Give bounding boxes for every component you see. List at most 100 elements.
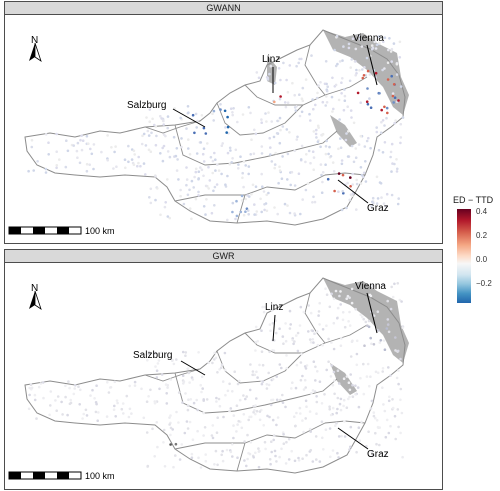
station-point xyxy=(391,92,395,95)
station-point xyxy=(396,349,400,353)
station-point xyxy=(169,378,173,381)
station-point xyxy=(231,210,234,214)
station-point xyxy=(123,158,127,161)
station-point xyxy=(343,94,347,98)
station-point xyxy=(312,107,315,111)
station-point xyxy=(202,126,206,130)
station-point xyxy=(259,197,262,201)
station-point xyxy=(69,401,73,405)
station-point xyxy=(336,407,339,411)
station-point xyxy=(400,300,403,303)
station-point xyxy=(325,95,328,98)
station-point xyxy=(144,144,148,147)
station-point xyxy=(41,381,45,384)
station-point xyxy=(282,433,285,436)
station-point xyxy=(188,152,192,156)
station-point xyxy=(383,409,387,413)
station-point xyxy=(245,395,248,398)
station-point xyxy=(329,455,332,459)
station-point xyxy=(76,141,80,145)
station-point xyxy=(249,111,252,115)
station-point xyxy=(294,109,298,112)
station-point xyxy=(289,323,293,326)
station-point xyxy=(180,443,184,446)
station-point xyxy=(379,131,383,134)
station-point xyxy=(272,438,276,442)
station-point xyxy=(345,375,349,378)
station-point xyxy=(243,459,246,462)
station-point xyxy=(314,379,317,382)
legend-tick: 0.4 xyxy=(476,207,488,216)
station-point xyxy=(328,407,332,411)
station-point xyxy=(132,149,136,153)
station-point xyxy=(177,178,180,181)
station-point xyxy=(266,78,270,81)
station-point xyxy=(383,348,387,351)
station-point xyxy=(300,57,303,61)
station-point xyxy=(358,439,362,442)
station-point xyxy=(220,144,224,147)
station-point xyxy=(263,440,267,444)
station-point xyxy=(385,327,389,330)
station-point xyxy=(155,421,159,424)
station-point xyxy=(273,166,277,170)
station-point xyxy=(370,342,373,346)
map-gwann: N Linz Vienna Salzburg Graz 100 km xyxy=(4,14,443,244)
station-point xyxy=(355,72,358,75)
station-point xyxy=(196,119,199,123)
station-point xyxy=(130,412,133,415)
station-point xyxy=(363,344,366,347)
station-point xyxy=(78,161,82,165)
station-point xyxy=(212,189,215,193)
station-point xyxy=(66,149,70,153)
station-point xyxy=(397,99,400,102)
station-point xyxy=(346,155,350,158)
station-point xyxy=(248,452,252,456)
station-point xyxy=(314,103,317,107)
station-point xyxy=(306,182,310,185)
leader-line-vienna xyxy=(366,292,378,334)
station-point xyxy=(324,60,328,63)
station-point xyxy=(185,166,188,169)
station-point xyxy=(359,376,362,380)
station-point xyxy=(347,130,350,133)
station-point xyxy=(328,427,332,430)
station-point xyxy=(294,424,297,428)
station-point xyxy=(254,185,258,188)
station-point xyxy=(213,463,216,466)
station-point xyxy=(187,147,190,150)
city-label-vienna: Vienna xyxy=(355,281,386,292)
station-point xyxy=(216,163,219,166)
station-point xyxy=(383,141,387,144)
station-point xyxy=(159,213,162,217)
station-point xyxy=(44,167,48,171)
station-point xyxy=(279,95,282,98)
leader-line-salzburg xyxy=(172,108,206,128)
station-point xyxy=(190,456,194,459)
station-point xyxy=(336,62,339,66)
station-point xyxy=(348,198,352,202)
station-point xyxy=(49,404,52,407)
station-point xyxy=(388,37,391,40)
station-point xyxy=(381,370,385,373)
station-point xyxy=(188,420,192,424)
station-point xyxy=(232,436,235,440)
station-point xyxy=(179,116,182,120)
station-point xyxy=(100,150,103,154)
station-point xyxy=(39,382,43,385)
station-point xyxy=(299,361,303,364)
station-point xyxy=(265,209,269,213)
station-point xyxy=(337,382,341,385)
station-point xyxy=(230,161,233,164)
station-point xyxy=(380,108,384,112)
station-point xyxy=(181,401,184,404)
station-point xyxy=(342,377,346,380)
station-point xyxy=(372,414,376,418)
station-point xyxy=(114,415,117,418)
station-point xyxy=(348,388,352,392)
station-point xyxy=(73,387,76,390)
station-point xyxy=(236,382,240,386)
station-point xyxy=(312,156,316,159)
north-arrow-icon xyxy=(29,42,42,62)
station-point xyxy=(368,73,372,76)
